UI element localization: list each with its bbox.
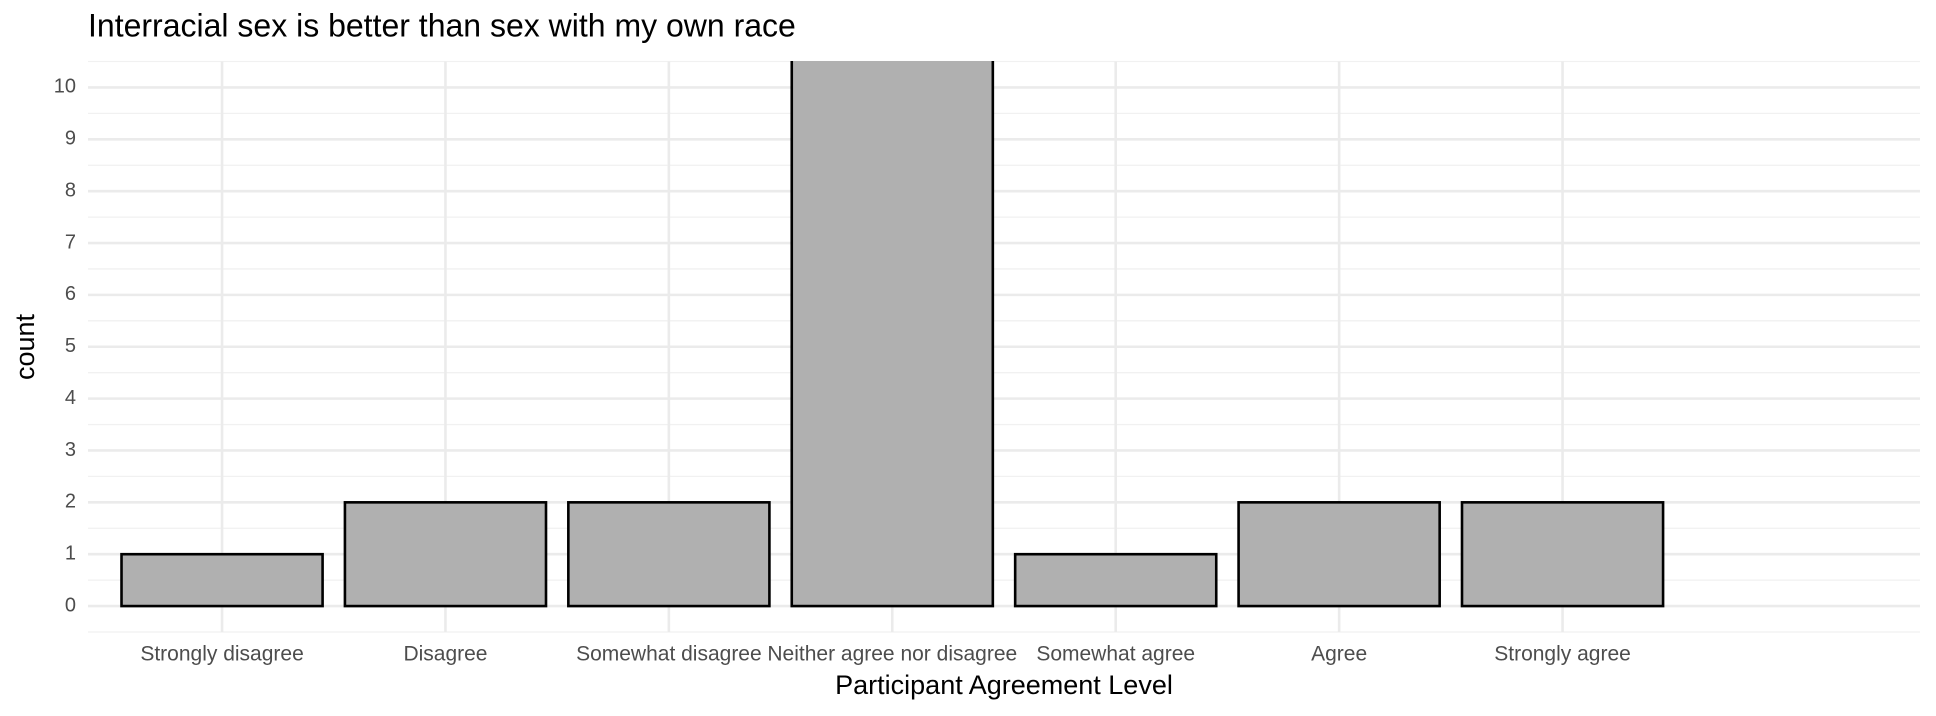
bars xyxy=(120,61,1665,608)
x-tick-label: Strongly disagree xyxy=(140,643,303,666)
y-axis-title: count xyxy=(10,313,40,380)
y-tick-label: 6 xyxy=(65,283,76,305)
y-tick-label: 7 xyxy=(65,231,76,253)
chart-title: Interracial sex is better than sex with … xyxy=(88,7,796,43)
bar xyxy=(790,61,995,608)
bar xyxy=(1237,501,1441,608)
bar xyxy=(120,552,324,608)
y-tick-label: 0 xyxy=(65,594,76,616)
bar xyxy=(567,501,771,608)
bar xyxy=(1460,501,1665,608)
y-tick-label: 8 xyxy=(65,179,76,201)
y-tick-label: 9 xyxy=(65,128,76,150)
y-tick-label: 4 xyxy=(65,387,76,409)
bar xyxy=(1013,552,1218,608)
y-tick-label: 2 xyxy=(65,491,76,513)
y-tick-label: 1 xyxy=(65,542,76,564)
x-tick-label: Neither agree nor disagree xyxy=(767,643,1017,666)
x-tick-label: Strongly agree xyxy=(1494,643,1631,666)
y-tick-label: 3 xyxy=(65,439,76,461)
x-tick-label: Somewhat disagree xyxy=(576,643,762,666)
y-tick-label: 10 xyxy=(54,76,76,98)
bar xyxy=(343,501,548,608)
labels: 0 1 2 3 4 5 6 7 8 9 10 Strongly disagree Disagree Som… xyxy=(54,76,1631,666)
y-tick-label: 5 xyxy=(65,335,76,357)
x-axis-title: Participant Agreement Level xyxy=(835,670,1173,700)
x-tick-label: Disagree xyxy=(403,643,487,666)
x-tick-label: Agree xyxy=(1311,643,1367,666)
x-tick-label: Somewhat agree xyxy=(1036,643,1195,666)
